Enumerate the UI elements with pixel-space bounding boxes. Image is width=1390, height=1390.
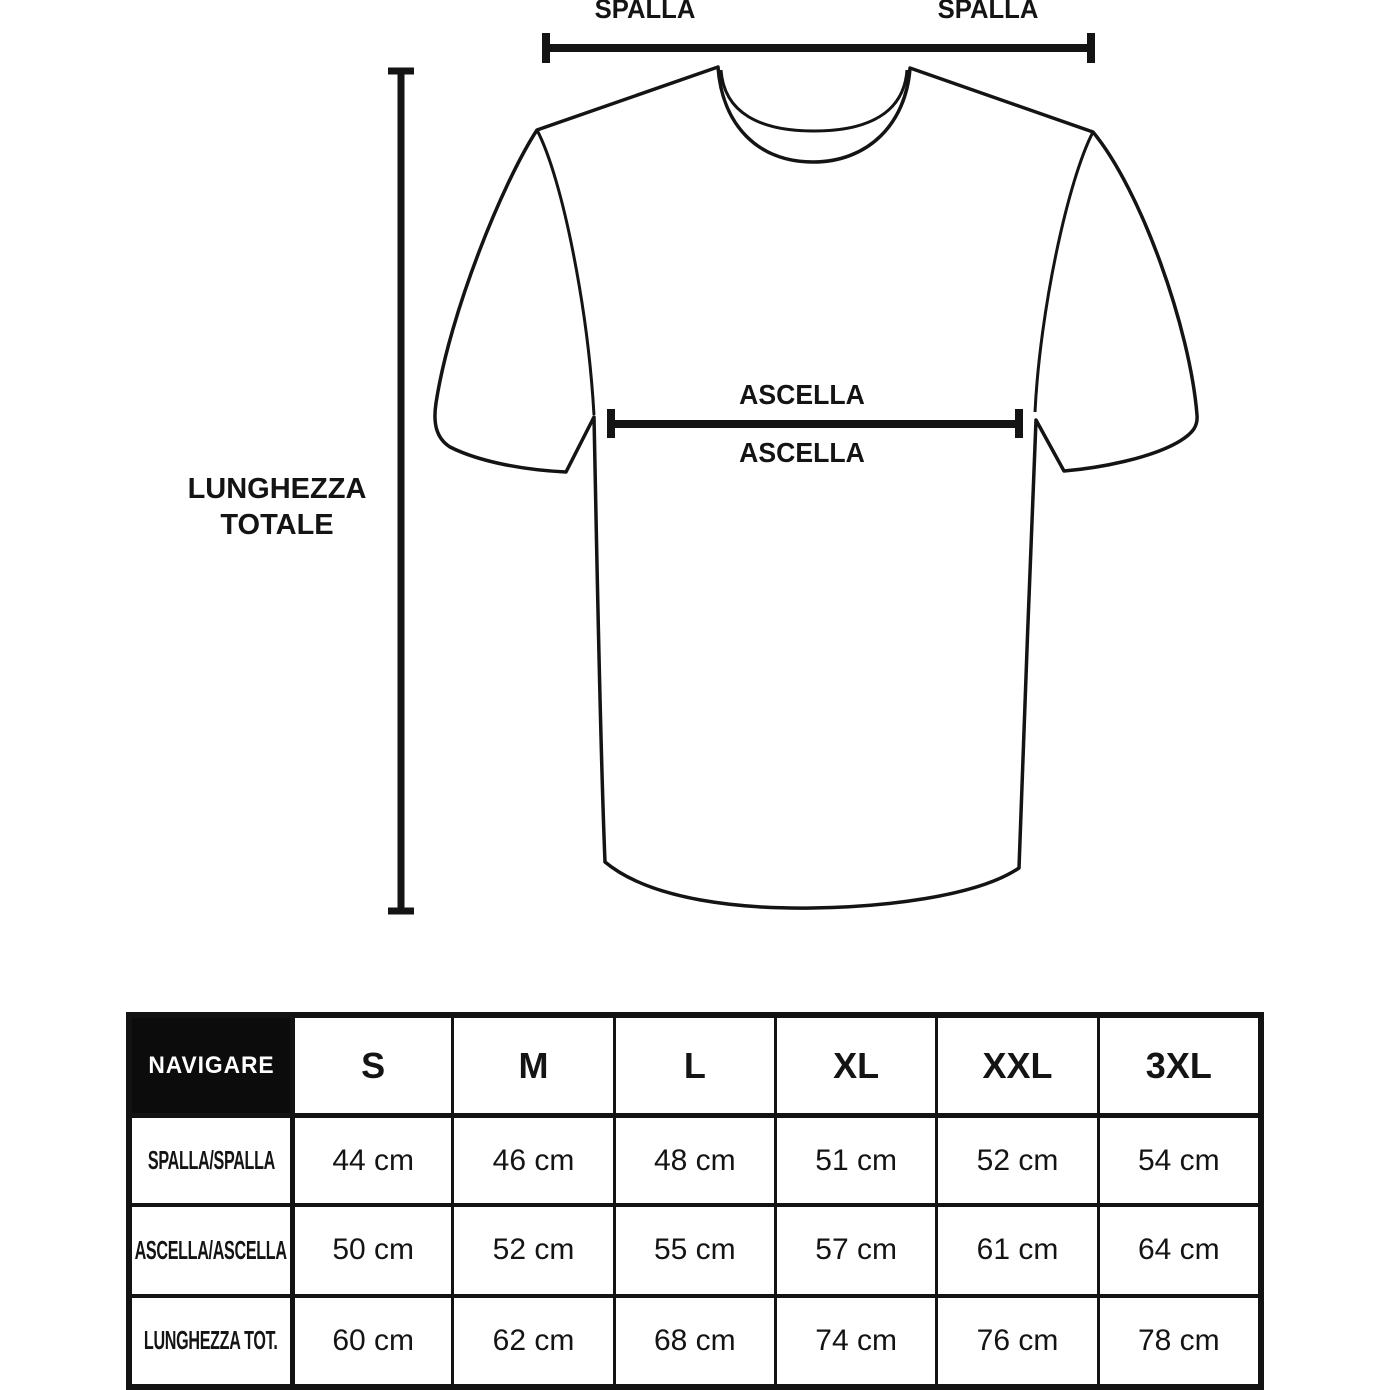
row-label-spalla: SPALLA/SPALLA (132, 1113, 290, 1204)
size-value-cell: 51 cm (773, 1113, 936, 1204)
label-ascella-top: ASCELLA (739, 379, 865, 410)
size-value-cell: 64 cm (1096, 1203, 1258, 1294)
size-value-cell: 62 cm (451, 1293, 613, 1384)
size-value-cell: 46 cm (451, 1113, 613, 1204)
size-value-cell: 55 cm (612, 1203, 774, 1294)
label-ascella-bottom: ASCELLA (739, 437, 865, 468)
shoulder-measure-line (542, 33, 1095, 63)
tshirt-outline (433, 65, 1199, 910)
size-col-header-l: L (612, 1018, 774, 1113)
label-spalla-left: SPALLA (594, 0, 696, 24)
size-value-cell: 50 cm (290, 1203, 452, 1294)
size-value-cell: 76 cm (935, 1293, 1097, 1384)
chest-measure-line (607, 409, 1023, 438)
size-col-header-s: S (290, 1018, 452, 1113)
length-measure-line (388, 67, 414, 915)
row-label-lunghezza: LUNGHEZZA TOT. (132, 1293, 290, 1384)
size-col-header-xxl: XXL (935, 1018, 1097, 1113)
size-value-cell: 78 cm (1096, 1293, 1258, 1384)
tshirt-diagram (388, 33, 1199, 915)
label-spalla-right: SPALLA (937, 0, 1039, 24)
size-value-cell: 54 cm (1096, 1113, 1258, 1204)
size-value-cell: 44 cm (290, 1113, 452, 1204)
right-armhole-seam (1033, 131, 1095, 413)
size-col-header-3xl: 3XL (1096, 1018, 1258, 1113)
size-value-cell: 52 cm (451, 1203, 613, 1294)
size-table-brand-cell: NAVIGARE (132, 1018, 290, 1113)
size-value-cell: 74 cm (773, 1293, 936, 1384)
left-armhole-seam (535, 129, 596, 416)
size-col-header-xl: XL (773, 1018, 936, 1113)
size-value-cell: 57 cm (773, 1203, 936, 1294)
brand-name: NAVIGARE (147, 1051, 275, 1079)
row-label-ascella: ASCELLA/ASCELLA (132, 1203, 290, 1294)
size-value-cell: 61 cm (935, 1203, 1097, 1294)
label-lunghezza-line2: TOTALE (220, 509, 334, 541)
size-table: NAVIGARE S M L XL XXL 3XL SPALLA/SPALLA … (126, 1012, 1264, 1390)
size-value-cell: 52 cm (935, 1113, 1097, 1204)
label-lunghezza-totale: LUNGHEZZA TOTALE (162, 471, 392, 543)
size-value-cell: 48 cm (612, 1113, 774, 1204)
size-value-cell: 60 cm (290, 1293, 452, 1384)
label-lunghezza-line1: LUNGHEZZA (187, 473, 367, 505)
size-value-cell: 68 cm (612, 1293, 774, 1384)
size-col-header-m: M (451, 1018, 613, 1113)
collar-inner-line (719, 69, 909, 133)
